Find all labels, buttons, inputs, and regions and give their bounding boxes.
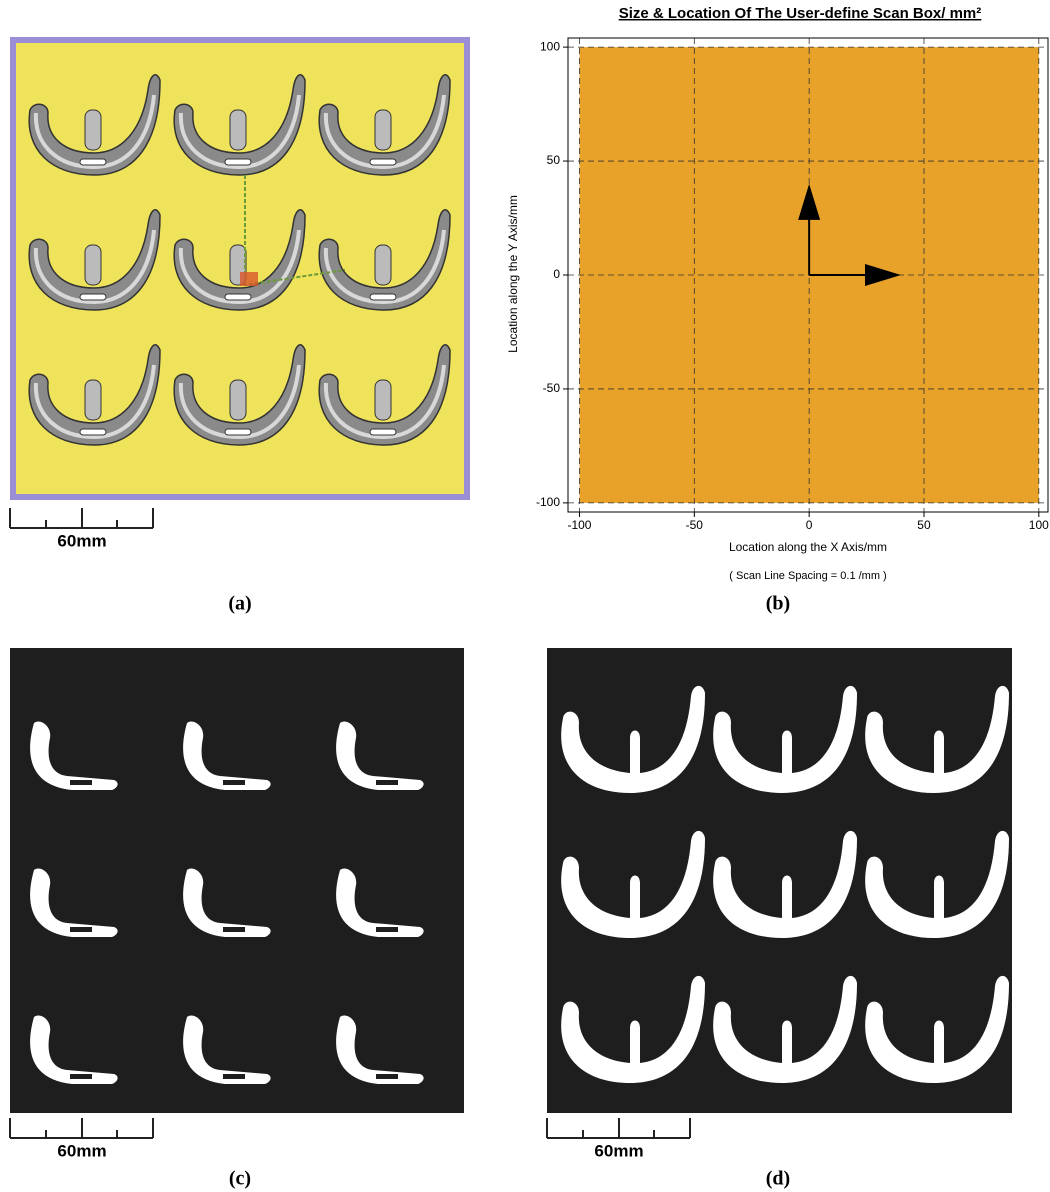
x-tick-label: 0: [806, 518, 813, 532]
scan-spot: [240, 272, 258, 286]
x-axis-label: Location along the X Axis/mm: [729, 540, 887, 554]
y-tick-label: 50: [547, 153, 561, 167]
slice-image: [10, 648, 464, 1113]
scale-label: 60mm: [57, 1141, 106, 1160]
scale-label: 60mm: [57, 531, 106, 550]
y-tick-label: 0: [553, 267, 560, 281]
y-tick-label: 100: [540, 39, 560, 53]
caption: (b): [766, 593, 790, 615]
x-tick-label: 50: [917, 518, 931, 532]
x-tick-label: -50: [686, 518, 704, 532]
scale-label: 60mm: [594, 1141, 643, 1160]
figure: (a) (b) (c) (d) Size & Location Of The U…: [0, 0, 1050, 1192]
implant-grid: [29, 75, 450, 445]
y-tick-label: -100: [536, 495, 560, 509]
y-axis-label: Location along the Y Axis/mm: [506, 195, 520, 353]
y-tick-label: -50: [543, 381, 561, 395]
caption: (a): [228, 593, 251, 615]
caption: (d): [766, 1168, 790, 1190]
x-tick-label: 100: [1029, 518, 1049, 532]
chart-title: Size & Location Of The User-define Scan …: [619, 5, 982, 22]
note: ( Scan Line Spacing = 0.1 /mm ): [729, 570, 886, 582]
x-tick-label: -100: [567, 518, 591, 532]
caption: (c): [229, 1168, 251, 1190]
